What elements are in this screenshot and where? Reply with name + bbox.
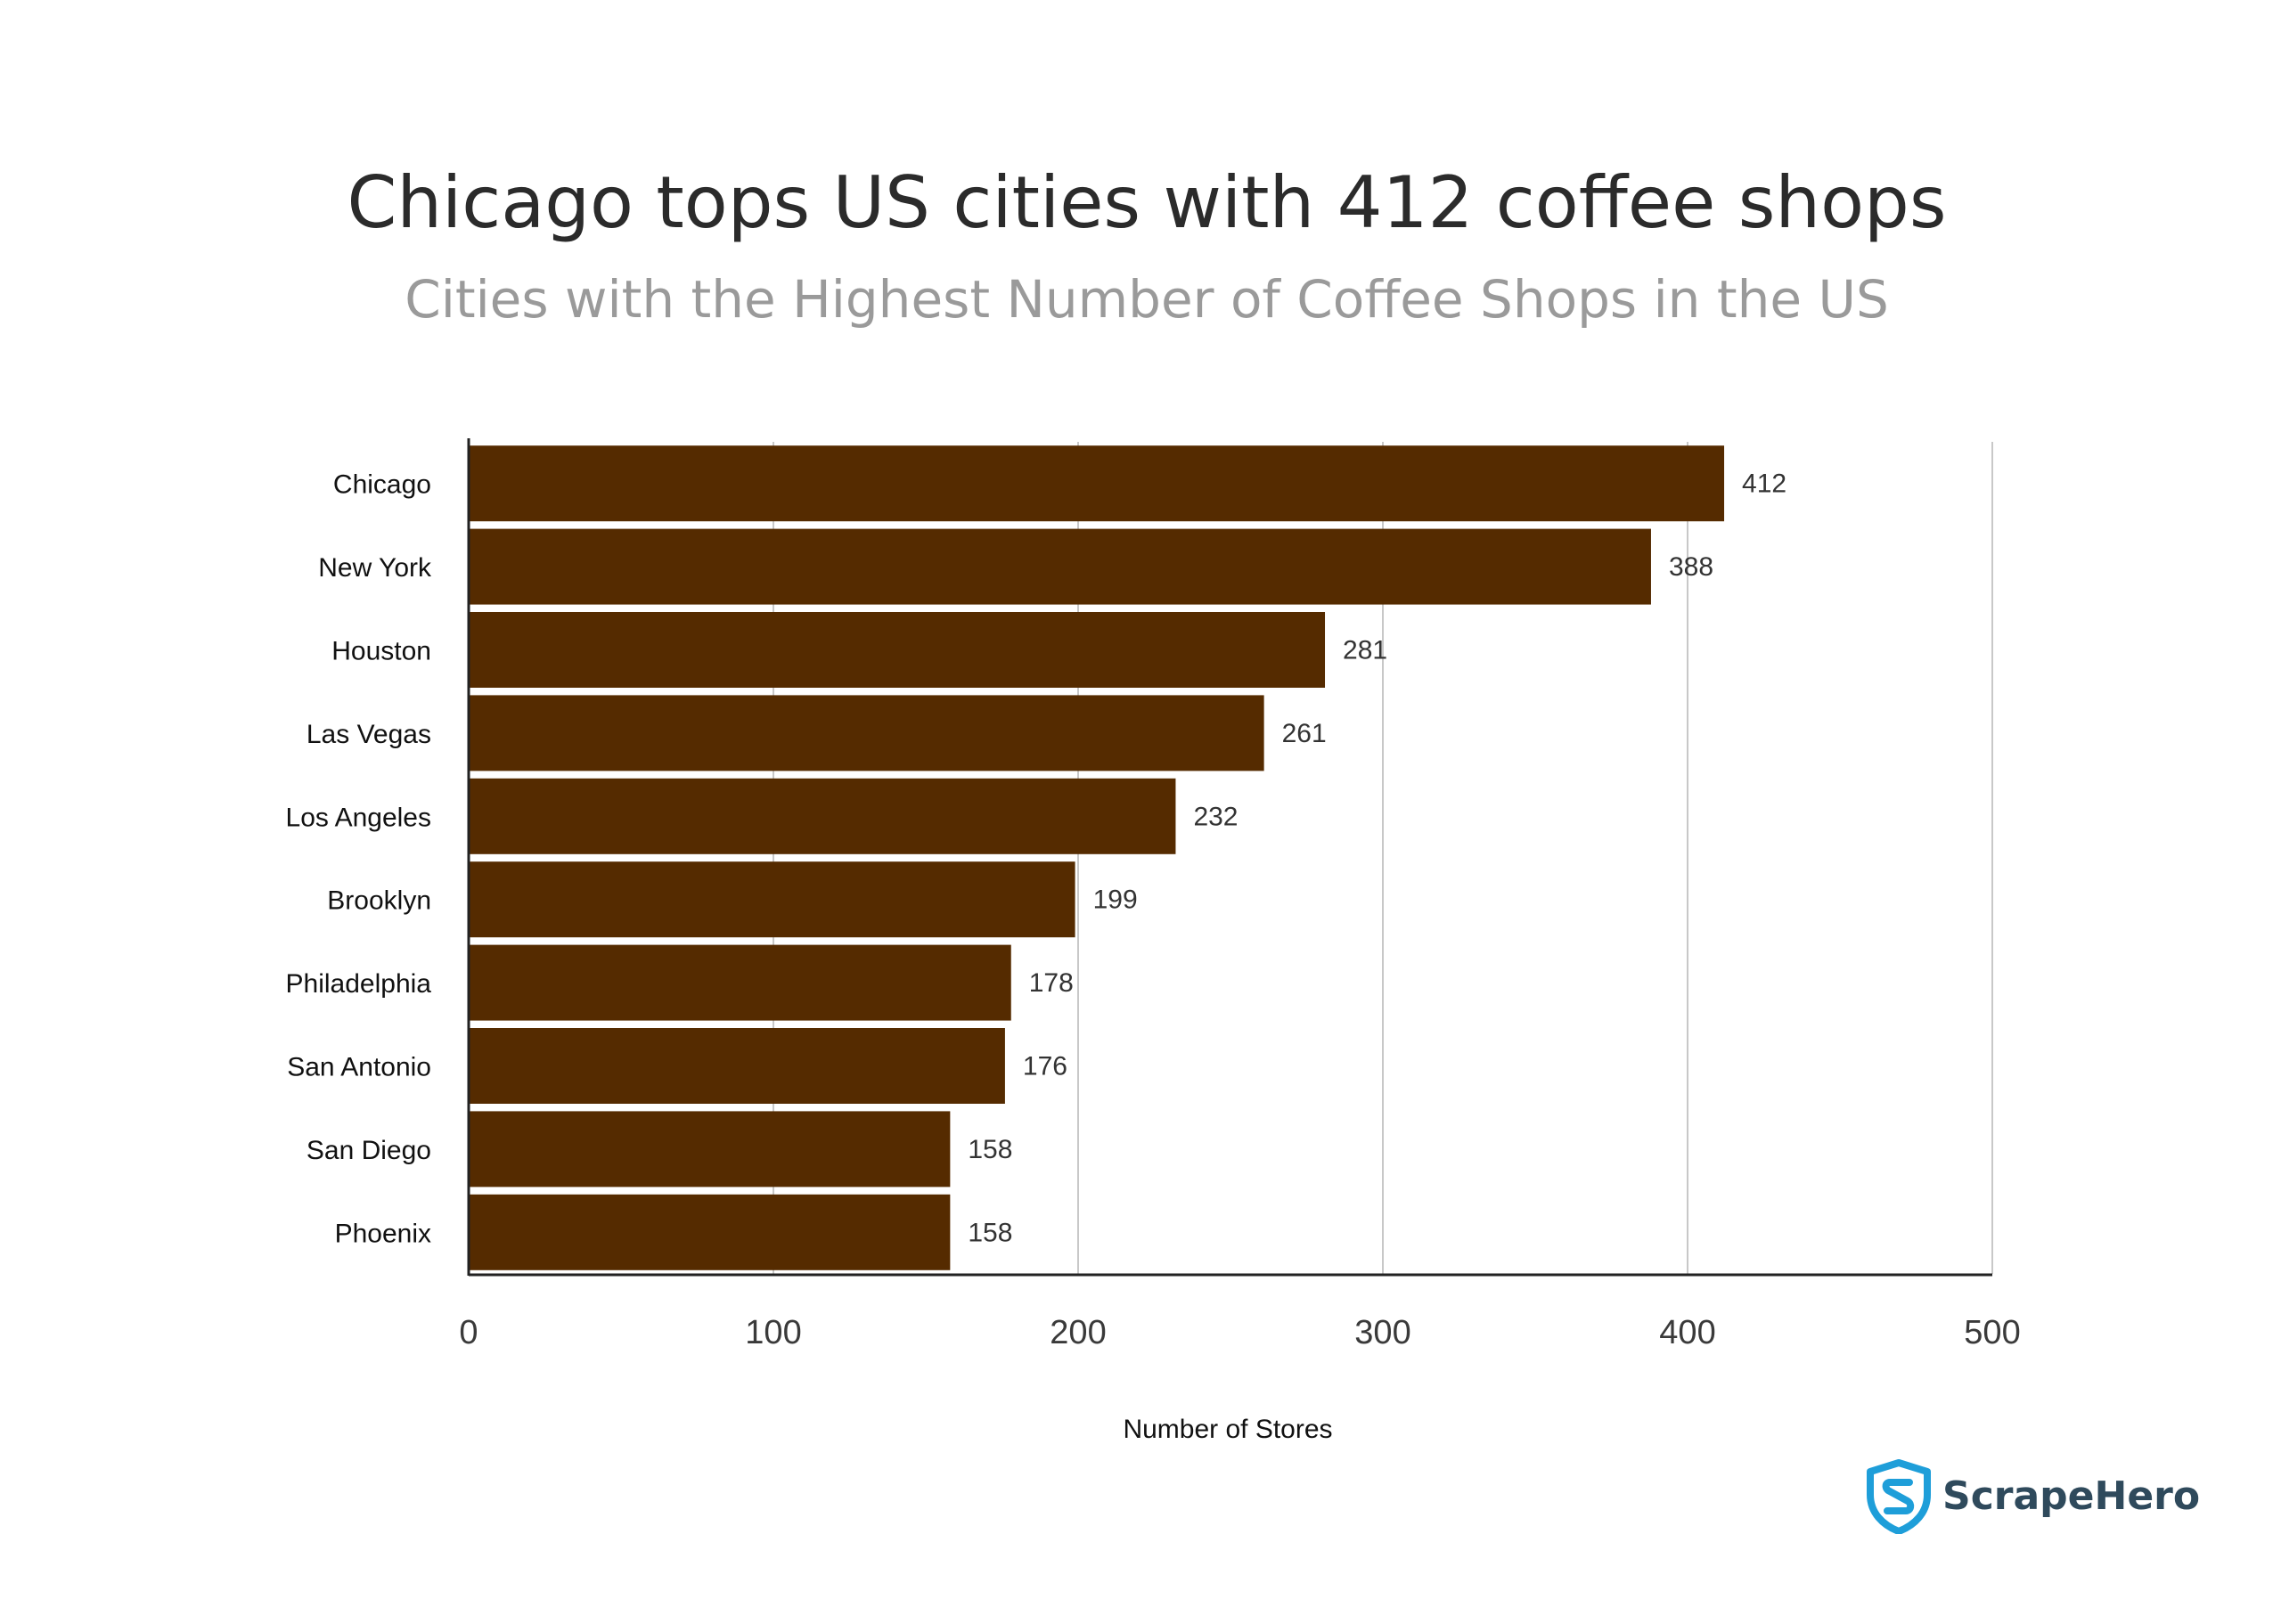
x-tick-label: 100	[745, 1314, 801, 1351]
category-label: San Diego	[307, 1136, 431, 1165]
bar-san-diego	[469, 1111, 951, 1187]
x-tick-label: 300	[1354, 1314, 1410, 1351]
brand-name: ScrapeHero	[1942, 1473, 2201, 1519]
shield-s-icon	[1867, 1459, 1931, 1534]
axes	[467, 438, 1992, 1277]
x-tick-label: 200	[1050, 1314, 1106, 1351]
value-label: 388	[1669, 552, 1713, 582]
bars	[469, 445, 1725, 1270]
category-label: Houston	[331, 637, 431, 666]
labels: 0 100 200 300 400 500 Chicago 412 New York 388 Hou…	[286, 469, 2021, 1351]
category-label: New York	[318, 553, 432, 583]
value-label: 176	[1023, 1052, 1067, 1081]
bar-philadelphia	[469, 944, 1011, 1021]
bar-houston	[469, 612, 1326, 688]
x-tick-label: 500	[1964, 1314, 2020, 1351]
value-label: 412	[1742, 469, 1786, 499]
category-label: Brooklyn	[327, 886, 431, 916]
category-label: Los Angeles	[286, 803, 431, 832]
value-label: 232	[1193, 802, 1238, 831]
value-label: 158	[968, 1135, 1012, 1164]
chart-subtitle: Cities with the Highest Number of Coffee…	[405, 269, 1889, 330]
x-tick-label: 0	[459, 1314, 478, 1351]
bar-phoenix	[469, 1194, 951, 1270]
bar-san-antonio	[469, 1028, 1005, 1104]
category-label: Las Vegas	[307, 720, 431, 749]
value-label: 178	[1029, 968, 1074, 998]
category-label: Philadelphia	[286, 969, 432, 999]
x-tick-label: 400	[1659, 1314, 1715, 1351]
bar-las-vegas	[469, 695, 1264, 771]
bar-new-york	[469, 528, 1651, 605]
category-label: San Antonio	[287, 1053, 431, 1082]
category-label: Chicago	[333, 470, 431, 500]
x-axis-title: Number of Stores	[1123, 1415, 1332, 1444]
value-label: 261	[1282, 719, 1327, 748]
category-label: Phoenix	[335, 1219, 431, 1248]
scrapehero-logo: ScrapeHero	[1866, 1459, 2200, 1539]
bar-chicago	[469, 445, 1725, 522]
value-label: 281	[1343, 636, 1387, 665]
value-label: 158	[968, 1218, 1012, 1247]
bar-los-angeles	[469, 778, 1176, 854]
bar-brooklyn	[469, 861, 1075, 938]
chart-title: Chicago tops US cities with 412 coffee s…	[347, 161, 1947, 244]
value-label: 199	[1093, 885, 1138, 915]
